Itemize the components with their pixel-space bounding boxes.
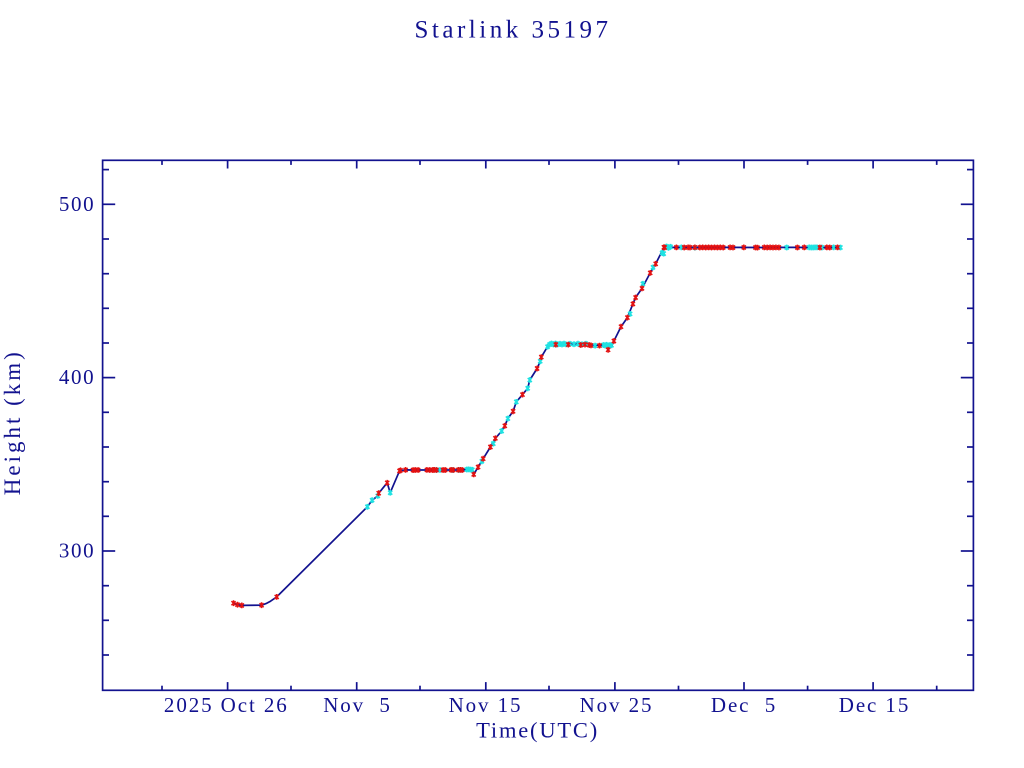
svg-text:300: 300 bbox=[59, 539, 95, 563]
svg-text:Starlink 35197: Starlink 35197 bbox=[415, 17, 612, 44]
svg-text:Dec 15: Dec 15 bbox=[839, 693, 910, 717]
svg-text:Nov 25: Nov 25 bbox=[580, 693, 654, 717]
svg-text:Nov 15: Nov 15 bbox=[449, 693, 523, 717]
svg-text:Nov 5: Nov 5 bbox=[323, 693, 392, 717]
svg-text:400: 400 bbox=[59, 365, 95, 389]
svg-text:Time(UTC): Time(UTC) bbox=[476, 718, 599, 743]
svg-text:Height (km): Height (km) bbox=[0, 349, 25, 495]
svg-text:2025 Oct 26: 2025 Oct 26 bbox=[164, 693, 289, 717]
svg-text:Dec 5: Dec 5 bbox=[711, 693, 777, 717]
svg-text:500: 500 bbox=[59, 192, 95, 216]
